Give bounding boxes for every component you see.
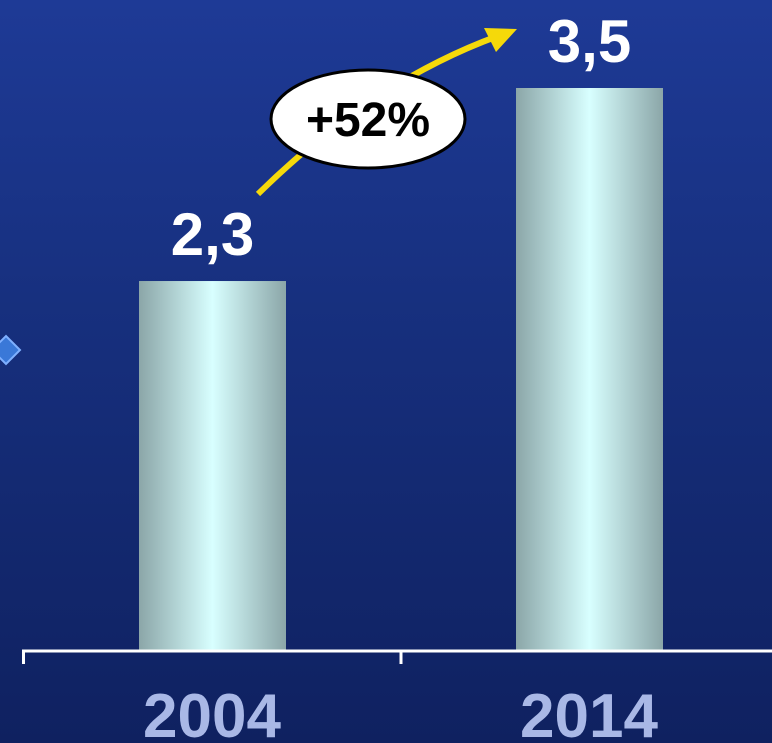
value-label-2004: 2,3 [171, 201, 254, 268]
change-bubble [269, 68, 467, 170]
tick-labels: 2004 2014 [143, 682, 658, 743]
bar-2014 [516, 88, 663, 651]
decorative-diamond-icon [0, 334, 22, 366]
bar-2004 [139, 281, 286, 651]
tick-label-2004: 2004 [143, 682, 281, 743]
bars-layer [139, 88, 663, 651]
value-label-2014: 3,5 [548, 8, 631, 75]
value-labels: 2,3 3,5 [171, 8, 631, 268]
growth-annotation: +52% [255, 28, 517, 197]
x-axis [22, 649, 772, 664]
tick-label-2014: 2014 [520, 682, 658, 743]
change-label: +52% [306, 94, 430, 147]
arrow-head-icon [484, 28, 517, 52]
